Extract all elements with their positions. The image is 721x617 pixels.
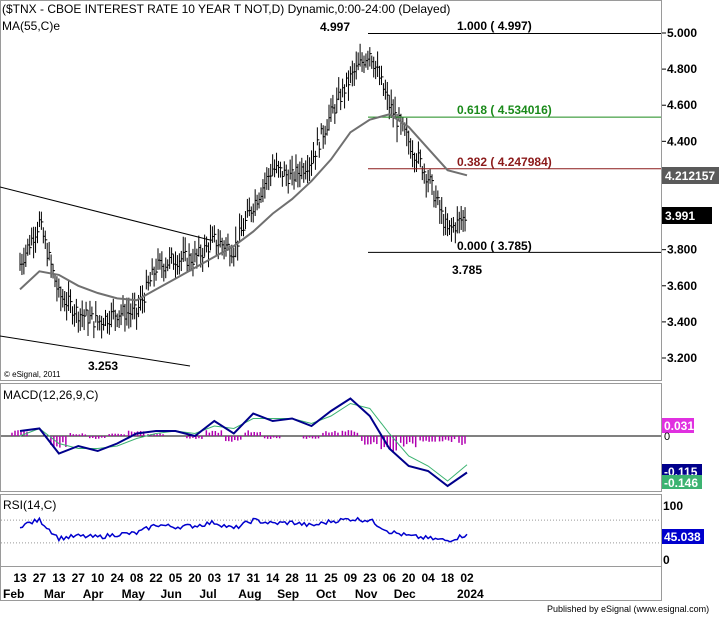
fib-000-label: 0.000 ( 3.785) [457,239,532,253]
price-tick-label: 4.800 [667,62,697,76]
x-tick-day: 11 [305,571,318,585]
x-tick-day: 14 [266,571,280,585]
rsi-panel [1,516,661,544]
price-tick-label: 3.800 [667,243,697,257]
x-tick-day: 02 [460,571,474,585]
x-tick-day: 09 [344,571,358,585]
macd-line [19,397,468,488]
ma-value: 4.212157 [665,169,715,183]
upper-channel-line [0,186,211,241]
x-tick-month: Apr [83,587,104,601]
x-tick-month: Mar [44,587,66,601]
macd-zero-label: 0 [664,431,670,443]
macd-panel-frame [0,383,662,492]
x-tick-month: Dec [394,587,416,601]
price-tick-label: 3.200 [667,351,697,365]
macd-signal-value: -0.146 [664,476,698,490]
macd-label: MACD(12,26,9,C) [3,388,98,402]
macd-hist-value: 0.031 [664,419,694,433]
x-tick-day: 04 [421,571,435,585]
x-tick-day: 24 [110,571,124,585]
x-tick-month: Jun [160,587,181,601]
ma-55-line [19,113,468,302]
x-tick-day: 23 [363,571,377,585]
price-panel-frame [0,0,662,381]
x-tick-day: 17 [227,571,241,585]
x-tick-day: 20 [188,571,202,585]
x-tick-day: 28 [285,571,299,585]
x-tick-day: 06 [383,571,397,585]
macd-line-box [662,464,702,478]
x-tick-day: 20 [402,571,416,585]
price-axis-ticks: 5.0004.8004.6004.4004.2004.0003.8003.600… [662,26,697,365]
time-axis-frame [0,566,662,601]
channel-lines [0,186,211,367]
footer-credit: Published by eSignal (www.esignal.com) [547,604,709,614]
last-price: 3.991 [665,209,695,223]
macd-hist-box [662,418,694,433]
x-tick-month: Jul [199,587,216,601]
price-tick-label: 3.600 [667,279,697,293]
x-tick-day: 22 [149,571,163,585]
x-tick-day: 27 [72,571,86,585]
price-candles [19,43,468,339]
x-tick-day: 13 [52,571,66,585]
chart-title: ($TNX - CBOE INTEREST RATE 10 YEAR T NOT… [2,2,450,16]
price-tick-label: 3.400 [667,315,697,329]
x-tick-month: May [122,587,146,601]
x-tick-month: Aug [238,587,261,601]
fib-1000-label: 1.000 ( 4.997) [457,19,532,33]
rsi-value: 45.038 [664,530,701,544]
x-tick-month: Nov [355,587,378,601]
price-tick-label: 4.600 [667,98,697,112]
ma-label: MA(55,C)e [2,19,60,33]
x-tick-month: 2024 [457,587,484,601]
x-tick-day: 27 [33,571,47,585]
x-tick-day: 03 [208,571,222,585]
x-tick-day: 05 [169,571,183,585]
x-tick-day: 31 [247,571,261,585]
macd-panel [1,397,661,488]
high-annotation: 4.997 [320,20,350,34]
rsi-tick-100: 100 [663,499,683,513]
price-tick-label: 4.400 [667,134,697,148]
x-tick-day: 08 [130,571,144,585]
price-tick-label: 5.000 [667,26,697,40]
copyright-note: © eSignal, 2011 [4,370,61,379]
rsi-label: RSI(14,C) [3,498,56,512]
rsi-line [19,516,468,543]
lower-channel-line [0,335,191,367]
macd-signal-box [662,475,702,489]
fib-382-label: 0.382 ( 4.247984) [457,155,552,169]
low-annotation: 3.785 [452,263,482,277]
fibonacci-levels [368,33,661,253]
rsi-tick-0: 0 [663,553,670,567]
x-tick-month: Sep [277,587,299,601]
time-axis: 13 27 13 27 10 24 08 22 05 20 03 17 31 14 28 11 25 09 23 06… [3,571,484,601]
ma-value-box [662,167,719,184]
x-tick-month: Oct [316,587,336,601]
x-tick-day: 10 [91,571,105,585]
x-tick-day: 18 [441,571,455,585]
march-low-annotation: 3.253 [88,359,118,373]
rsi-panel-frame [0,494,662,567]
x-tick-month: Feb [3,587,24,601]
rsi-value-box [662,529,704,544]
fib-618-label: 0.618 ( 4.534016) [457,103,552,117]
x-tick-day: 13 [13,571,27,585]
ma-55-path [19,113,468,302]
last-price-box [662,207,712,224]
x-tick-day: 25 [324,571,338,585]
